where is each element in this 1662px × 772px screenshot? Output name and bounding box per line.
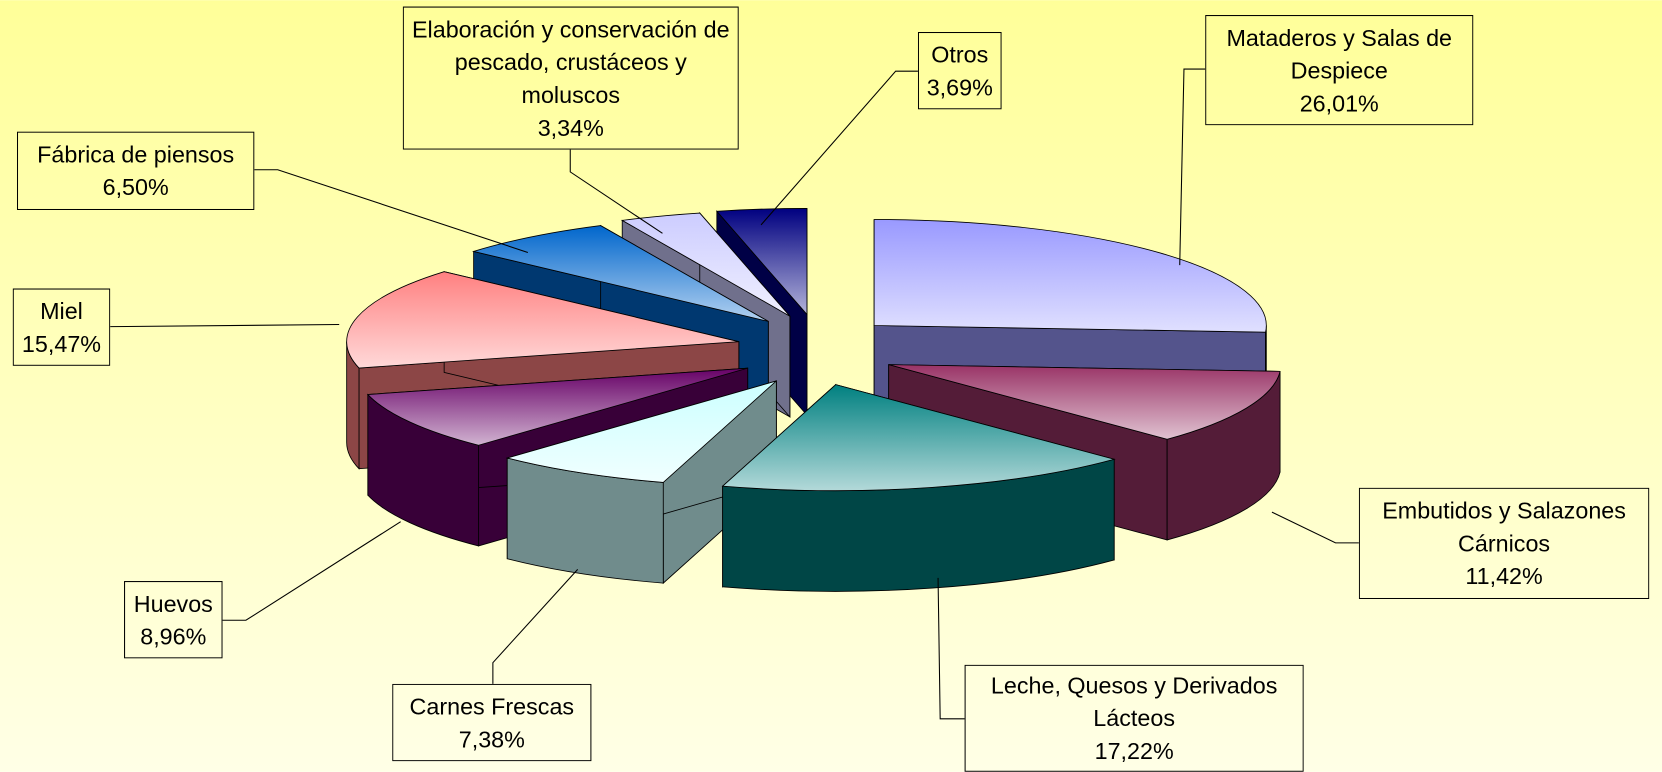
value-label: 3,69% (926, 73, 993, 101)
label-box: Elaboración y conservación de pescado, c… (402, 6, 739, 150)
leader-line (937, 577, 965, 720)
value-label: 6,50% (102, 174, 169, 201)
label-box: Otros 3,69% (917, 31, 1002, 110)
label-box: Mataderos y Salas de Despiece 26,01% (1205, 15, 1474, 126)
value-label: 3,34% (537, 114, 604, 141)
value-label: 15,47% (21, 330, 102, 357)
value-label: 26,01% (1299, 89, 1379, 117)
label-box: Fábrica de piensos 6,50% (16, 131, 255, 211)
data-label: Carnes Frescas 7,38% (392, 683, 592, 762)
label-box: Embutidos y Salazones Cárnicos 11,42% (1358, 487, 1650, 600)
category-label: Fábrica de piensos (37, 141, 235, 168)
data-label: Elaboración y conservación de pescado, c… (402, 6, 739, 150)
data-label: Mataderos y Salas de Despiece 26,01% (1205, 15, 1474, 126)
data-label: Miel 15,47% (12, 288, 111, 366)
category-label: Otros (931, 40, 989, 68)
leader-line (492, 569, 579, 684)
category-label: Miel (40, 297, 83, 324)
value-label: 7,38% (458, 725, 525, 753)
slice (505, 380, 777, 483)
label-box: Miel 15,47% (12, 288, 111, 366)
data-label: Huevos 8,96% (124, 581, 223, 659)
data-label: Otros 3,69% (917, 31, 1002, 110)
leader-line (1271, 511, 1359, 544)
value-label: 8,96% (140, 622, 207, 650)
category-label: Carnes Frescas (409, 692, 575, 720)
category-label: Embutidos y Salazones Cárnicos (1382, 497, 1626, 557)
value-label: 17,22% (1094, 737, 1174, 765)
label-box: Huevos 8,96% (124, 581, 223, 659)
slice (715, 208, 808, 316)
leader-line (760, 70, 918, 226)
slice (366, 367, 748, 446)
data-label: Leche, Quesos y Derivados Lácteos 17,22% (964, 664, 1304, 772)
slice (472, 225, 769, 322)
slice (346, 271, 739, 369)
data-label: Embutidos y Salazones Cárnicos 11,42% (1358, 487, 1650, 600)
leader-line (569, 149, 663, 234)
slice (721, 384, 1116, 492)
leader-line (222, 521, 401, 621)
category-label: Elaboración y conservación de pescado, c… (411, 15, 730, 108)
leader-line (110, 323, 340, 328)
slice (888, 364, 1281, 440)
category-label: Mataderos y Salas de Despiece (1226, 24, 1453, 84)
value-label: 11,42% (1465, 563, 1543, 590)
label-box: Carnes Frescas 7,38% (392, 683, 592, 762)
category-label: Huevos (133, 590, 213, 617)
slice (620, 212, 791, 317)
data-label: Fábrica de piensos 6,50% (16, 131, 255, 211)
label-box: Leche, Quesos y Derivados Lácteos 17,22% (964, 664, 1304, 772)
leader-line (254, 169, 529, 253)
category-label: Leche, Quesos y Derivados Lácteos (990, 672, 1278, 732)
slice (873, 219, 1267, 333)
leader-line (1179, 68, 1206, 266)
